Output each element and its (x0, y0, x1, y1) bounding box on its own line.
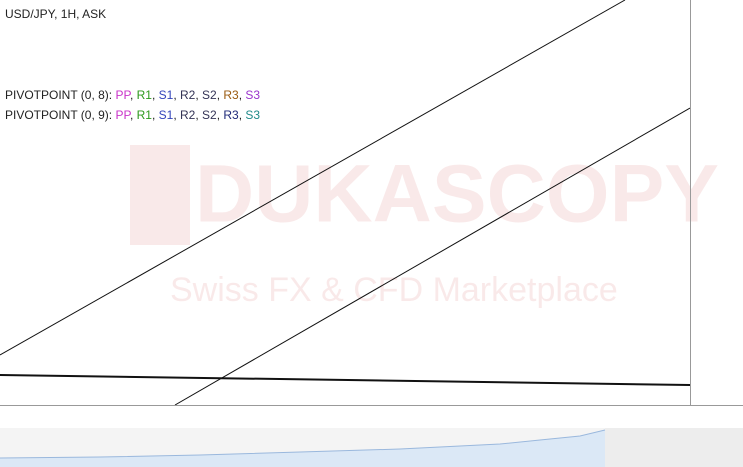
channel-lower (174, 107, 690, 405)
pivot-item: PP (115, 88, 131, 102)
navigator-window (605, 428, 743, 467)
watermark-tagline: Swiss FX & CFD Marketplace (170, 271, 618, 309)
pivot-item: R1 (137, 108, 153, 122)
watermark-brand: DUKASCOPY (195, 149, 719, 240)
channel-upper (0, 0, 626, 356)
pivot-separator: , (152, 108, 159, 122)
pivot-item: S2 (202, 88, 217, 102)
pivot-separator: , (173, 108, 180, 122)
pivot-separator: , (130, 108, 137, 122)
pivot-item: R3 (223, 108, 239, 122)
pivot-separator: , (195, 108, 202, 122)
pivot-label: PIVOTPOINT (0, 8): (5, 88, 115, 102)
pivot-separator: , (239, 108, 246, 122)
navigator-line (0, 429, 606, 459)
pivot-item: PP (115, 108, 131, 122)
pivot-item: R1 (137, 88, 153, 102)
pivot-item: S3 (245, 108, 260, 122)
pivot-legend: PIVOTPOINT (0, 9): PP, R1, S1, R2, S2, R… (5, 108, 260, 122)
pivot-separator: , (195, 88, 202, 102)
pivot-item: R3 (223, 88, 239, 102)
pivot-legend: PIVOTPOINT (0, 8): PP, R1, S1, R2, S2, R… (5, 88, 260, 102)
trend-line (0, 374, 690, 386)
pivot-separator: , (217, 108, 224, 122)
drawings (0, 0, 690, 405)
pivot-label: PIVOTPOINT (0, 9): (5, 108, 115, 122)
navigator-area (0, 430, 605, 467)
legend: USD/JPY, 1H, ASK PIVOTPOINT (0, 8): PP, … (5, 7, 260, 122)
pivot-item: S1 (159, 88, 174, 102)
pivot-item: S1 (159, 108, 174, 122)
pivot-separator: , (152, 88, 159, 102)
pivot-item: R2 (180, 88, 196, 102)
pivot-item: R2 (180, 108, 196, 122)
pivot-item: S3 (245, 88, 260, 102)
pivot-item: S2 (202, 108, 217, 122)
pivot-separator: , (173, 88, 180, 102)
legend-title: USD/JPY, 1H, ASK (5, 7, 106, 21)
pivot-separator: , (239, 88, 246, 102)
pivot-separator: , (217, 88, 224, 102)
watermark-logo (130, 145, 190, 245)
pivot-separator: , (130, 88, 137, 102)
